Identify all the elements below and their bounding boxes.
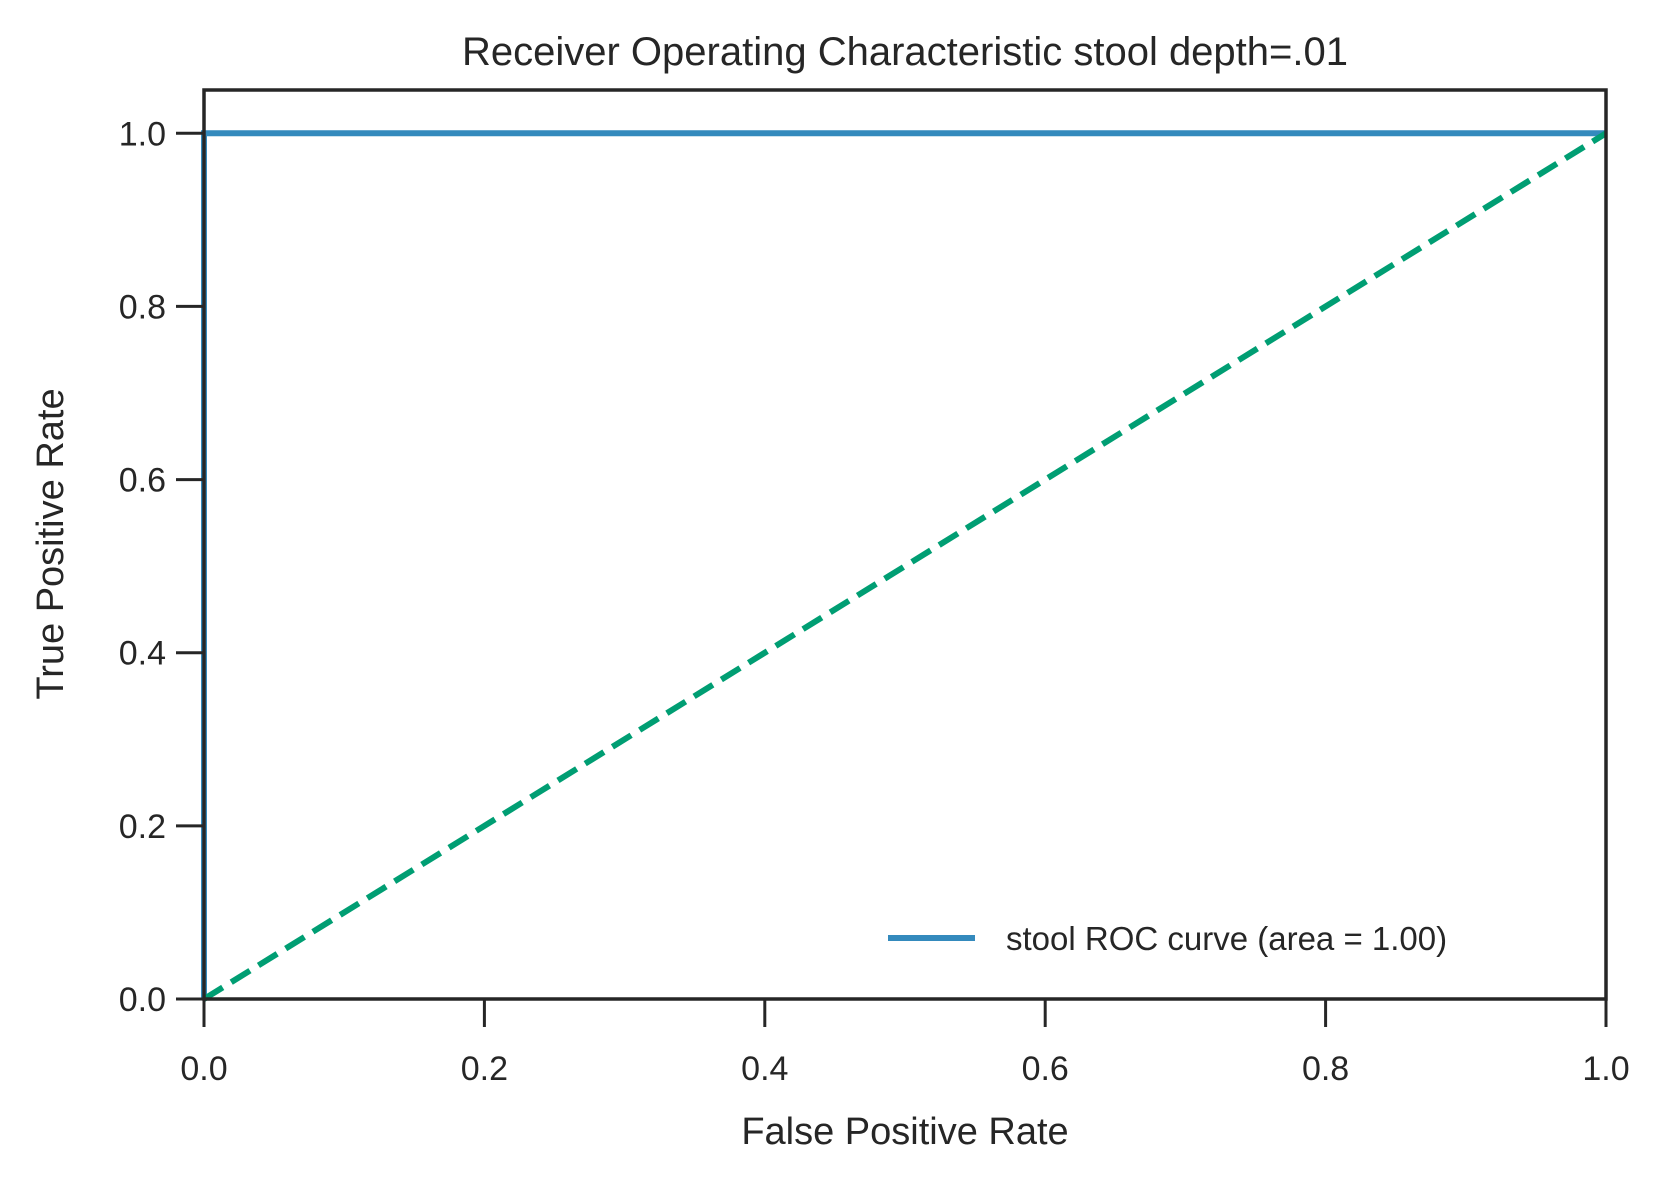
plot-area bbox=[201, 88, 1608, 1002]
x-tick-label: 1.0 bbox=[1582, 1050, 1629, 1088]
x-axis: 0.0 0.2 0.4 0.6 0.8 1.0 bbox=[180, 999, 1630, 1088]
y-axis-label: True Positive Rate bbox=[30, 388, 72, 699]
y-axis: 0.0 0.2 0.4 0.6 0.8 1.0 bbox=[119, 115, 204, 1019]
plot-frame bbox=[202, 88, 1608, 1001]
x-axis-label: False Positive Rate bbox=[741, 1111, 1068, 1153]
x-tick-label: 0.6 bbox=[1022, 1050, 1069, 1088]
x-tick-label: 0.0 bbox=[180, 1050, 227, 1088]
plot-background bbox=[204, 90, 1606, 999]
y-tick-label: 0.2 bbox=[119, 808, 166, 846]
legend: stool ROC curve (area = 1.00) bbox=[888, 920, 1447, 957]
y-tick-label: 0.4 bbox=[119, 635, 166, 673]
y-tick-label: 0.8 bbox=[119, 288, 166, 326]
chance-diagonal-line bbox=[202, 130, 1608, 1002]
chart-title: Receiver Operating Characteristic stool … bbox=[462, 30, 1348, 74]
legend-label-roc: stool ROC curve (area = 1.00) bbox=[1006, 920, 1447, 957]
x-tick-label: 0.4 bbox=[741, 1050, 788, 1088]
y-tick-label: 0.0 bbox=[119, 981, 166, 1019]
y-tick-label: 0.6 bbox=[119, 462, 166, 500]
y-tick-label: 1.0 bbox=[119, 115, 166, 153]
x-tick-label: 0.8 bbox=[1302, 1050, 1349, 1088]
x-tick-label: 0.2 bbox=[461, 1050, 508, 1088]
